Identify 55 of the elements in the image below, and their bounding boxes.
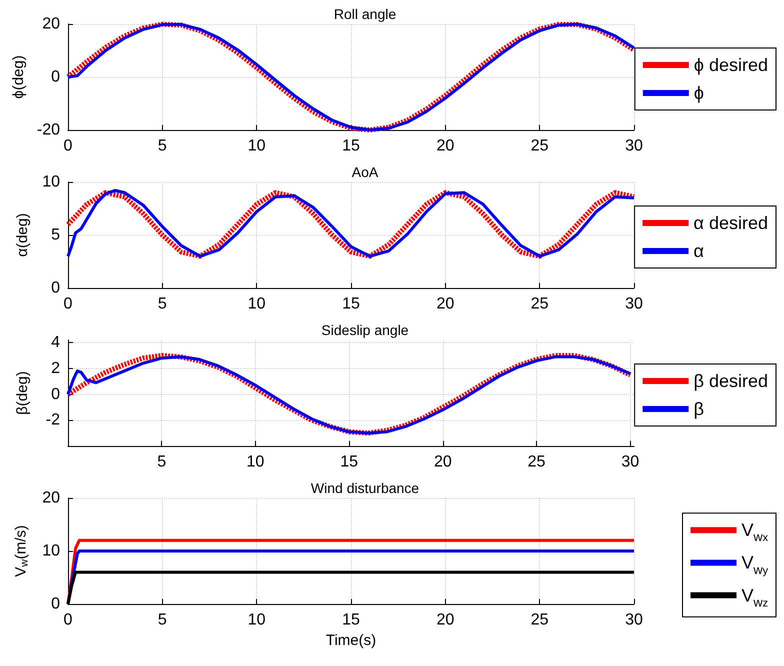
y-tick-label: 0 xyxy=(51,596,60,612)
x-tick-label: 0 xyxy=(64,296,73,312)
x-tick-label: 10 xyxy=(248,612,266,628)
legend-label: β xyxy=(694,399,704,419)
x-tick-label: 5 xyxy=(157,454,166,470)
y-tick-label: 4 xyxy=(51,334,60,352)
y-tick-label: 2 xyxy=(51,360,60,377)
y-axis-title: α(deg) xyxy=(14,213,31,257)
y-tick-label: -20 xyxy=(36,122,60,138)
x-tick-label: 20 xyxy=(434,454,452,470)
x-tick-label: 5 xyxy=(158,612,167,628)
x-tick-label: 30 xyxy=(621,454,640,470)
chart-title: Roll angle xyxy=(334,6,396,22)
x-axis-title: Time(s) xyxy=(326,632,376,649)
x-tick-label: 25 xyxy=(530,612,549,628)
chart-title: AoA xyxy=(352,164,379,180)
x-tick-label: 15 xyxy=(342,612,360,628)
y-tick-label: 20 xyxy=(42,490,60,506)
x-tick-label: 20 xyxy=(436,138,454,154)
x-tick-label: 25 xyxy=(530,296,549,312)
legend-label: ϕ xyxy=(694,83,704,103)
y-axis-title: β(deg) xyxy=(14,371,31,415)
x-tick-label: 30 xyxy=(625,138,643,154)
y-tick-label: -2 xyxy=(46,412,60,429)
x-tick-label: 20 xyxy=(436,612,454,628)
x-tick-label: 30 xyxy=(625,612,643,628)
y-tick-label: 5 xyxy=(51,226,60,244)
y-tick-label: 20 xyxy=(42,16,60,32)
x-tick-label: 30 xyxy=(625,296,643,312)
x-tick-label: 25 xyxy=(528,454,546,470)
x-tick-label: 10 xyxy=(248,296,266,312)
y-tick-label: 0 xyxy=(51,280,60,296)
x-tick-label: 10 xyxy=(246,454,264,470)
x-tick-label: 10 xyxy=(248,138,266,154)
x-tick-label: 5 xyxy=(158,296,167,312)
x-tick-label: 15 xyxy=(340,454,358,470)
legend-label: ϕ desired xyxy=(694,55,768,75)
x-tick-label: 0 xyxy=(64,138,73,154)
x-tick-label: 25 xyxy=(530,138,549,154)
x-tick-label: 20 xyxy=(436,296,454,312)
y-tick-label: 0 xyxy=(51,68,60,86)
y-tick-label: 0 xyxy=(51,386,60,403)
x-tick-label: 0 xyxy=(64,612,73,628)
y-tick-label: 10 xyxy=(42,542,60,560)
y-tick-label: 10 xyxy=(42,174,60,190)
legend-label: α desired xyxy=(694,213,768,233)
x-tick-label: 15 xyxy=(342,296,360,312)
y-axis-title: ϕ(deg) xyxy=(10,55,27,99)
chart-title: Wind disturbance xyxy=(310,480,420,496)
chart-title: Sideslip angle xyxy=(321,322,409,338)
legend-label: β desired xyxy=(694,371,768,391)
legend-label: α xyxy=(694,241,704,261)
x-tick-label: 15 xyxy=(342,138,360,154)
y-axis-title: Vw(m/s) xyxy=(12,525,30,577)
x-tick-label: 5 xyxy=(158,138,167,154)
